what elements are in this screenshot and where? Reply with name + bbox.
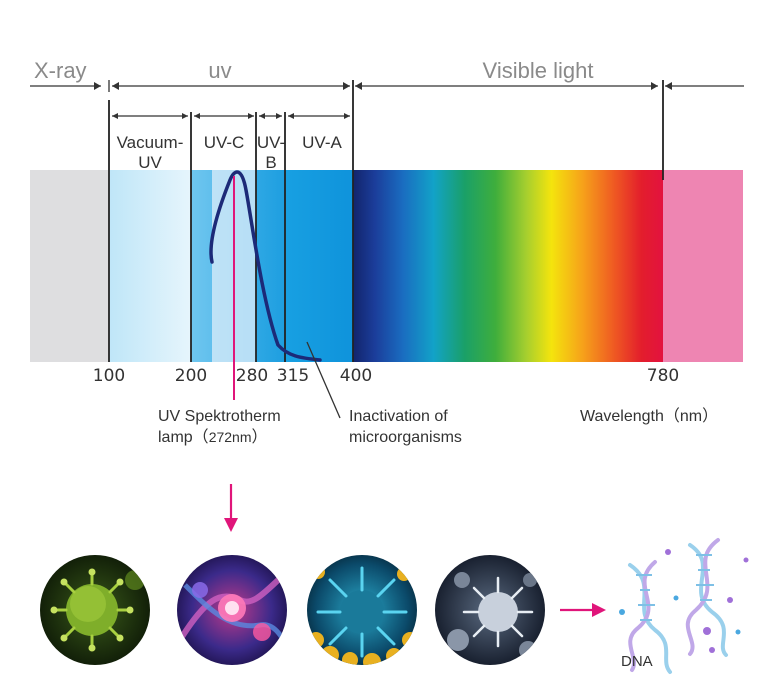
lamp-label-line2: lamp（272nm） xyxy=(158,428,268,446)
inactivation-label-line1: Inactivation of xyxy=(349,408,448,425)
spectrum-bar xyxy=(30,170,743,362)
visible-arrowhead-left xyxy=(355,82,362,90)
inactivation-leader-line xyxy=(306,341,341,419)
lamp-label-suffix: ） xyxy=(252,428,268,446)
uva-region xyxy=(285,170,353,362)
band-brackets: X-ray uv Visible light xyxy=(30,58,744,92)
cell-image xyxy=(177,555,287,665)
tick-315: 315 xyxy=(277,366,309,386)
xray-region xyxy=(30,170,109,362)
dna-icon xyxy=(619,538,749,674)
virus-image xyxy=(40,555,150,665)
uvc-label: UV-C xyxy=(204,133,245,152)
bacteria-image xyxy=(307,555,417,665)
visible-arrowhead-right xyxy=(651,82,658,90)
uv-arrowhead-left xyxy=(112,82,119,90)
tick-200: 200 xyxy=(175,366,207,386)
ir-arrowhead xyxy=(665,82,672,90)
uv-label: uv xyxy=(208,58,231,83)
uvb-label-line2: B xyxy=(265,153,276,172)
xray-label: X-ray xyxy=(34,58,87,83)
tick-780: 780 xyxy=(647,366,679,386)
uv-arrowhead-right xyxy=(343,82,350,90)
lamp-label-line1: UV Spektrotherm xyxy=(158,408,281,425)
wavelength-axis-label: Wavelength（nm） xyxy=(580,407,718,425)
boundary-lines xyxy=(108,80,664,362)
uva-label: UV-A xyxy=(302,133,342,152)
tick-400: 400 xyxy=(340,366,372,386)
lamp-label-prefix: lamp（ xyxy=(158,428,209,446)
inactivation-label-line2: microorganisms xyxy=(349,429,462,446)
visible-light-label: Visible light xyxy=(483,58,594,83)
xray-arrowhead xyxy=(94,82,101,90)
infrared-region xyxy=(663,170,743,362)
right-arrow-icon xyxy=(592,603,606,617)
tick-280: 280 xyxy=(236,366,268,386)
lamp-wavelength-value: 272nm xyxy=(209,429,252,445)
tick-labels: 100 200 280 315 400 780 xyxy=(93,366,679,386)
absorption-curve xyxy=(209,170,322,362)
uvb-region xyxy=(256,170,285,362)
vacuum-uv-label-line2: UV xyxy=(138,153,162,172)
dna-label: DNA xyxy=(621,653,653,670)
vacuum-uv-label-line1: Vacuum- xyxy=(117,133,184,152)
sub-band-brackets: Vacuum- UV UV-C UV- B UV-A xyxy=(112,113,350,172)
vacuum-uv-region xyxy=(109,170,191,362)
tick-100: 100 xyxy=(93,366,125,386)
spore-image xyxy=(435,555,545,665)
uvb-label-line1: UV- xyxy=(257,133,285,152)
visible-region xyxy=(353,170,663,362)
down-arrow-icon xyxy=(224,518,238,532)
